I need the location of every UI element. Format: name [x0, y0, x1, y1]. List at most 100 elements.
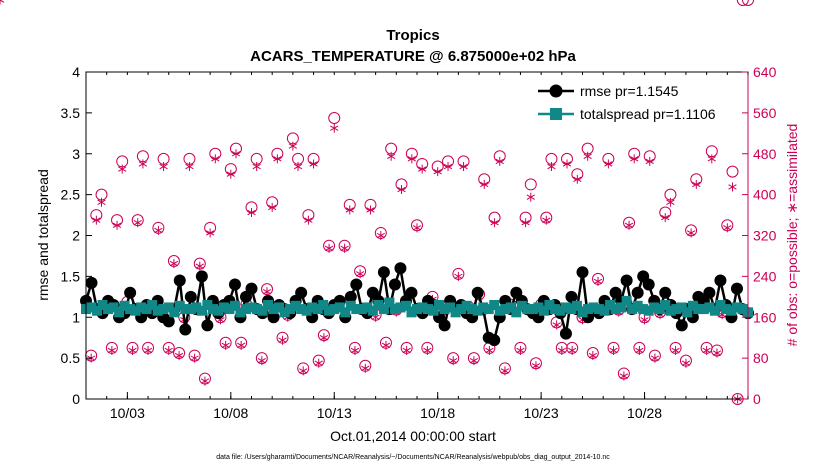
totalspread-point [566, 304, 577, 315]
obs-assimilated-marker [604, 159, 613, 169]
obs-assimilated-marker [304, 215, 313, 225]
obs-assimilated-marker [154, 225, 163, 235]
rmse-point [471, 286, 484, 299]
totalspread-point [191, 302, 202, 313]
totalspread-point [362, 302, 373, 313]
rmse-point [245, 282, 258, 295]
obs-assimilated-marker [521, 218, 530, 228]
y-tick-label: 1 [72, 309, 80, 325]
obs-assimilated-marker [345, 205, 354, 215]
chart-title: Tropics [386, 27, 439, 44]
totalspread-point [643, 305, 654, 316]
totalspread-point [185, 304, 196, 315]
totalspread-point [505, 302, 516, 313]
obs-assimilated-marker [97, 197, 106, 207]
totalspread-point [544, 299, 555, 310]
obs-possible-marker [726, 165, 739, 178]
totalspread-point [571, 300, 582, 311]
obs-assimilated-marker [630, 154, 639, 164]
legend: rmse pr=1.1545 totalspread pr=1.1106 [530, 79, 742, 127]
totalspread-point [406, 307, 417, 318]
totalspread-point [307, 302, 318, 313]
obs-assimilated-marker [443, 162, 453, 172]
obs-assimilated-marker [278, 335, 287, 345]
x-tick-label: 10/13 [317, 405, 352, 421]
obs-assimilated-marker [423, 345, 432, 355]
obs-assimilated-marker [319, 333, 329, 343]
legend-marker-spread [550, 108, 562, 120]
totalspread-point [682, 307, 693, 318]
totalspread-point [649, 302, 660, 313]
totalspread-point [621, 295, 632, 306]
totalspread-point [384, 297, 395, 308]
totalspread-point [715, 299, 726, 310]
totalspread-point [202, 299, 213, 310]
obs-assimilated-marker [500, 366, 510, 376]
y2-tick-label: 560 [753, 105, 777, 121]
obs-assimilated-marker [490, 218, 499, 228]
legend-box [530, 79, 742, 127]
obs-assimilated-marker [174, 351, 184, 361]
totalspread-point [108, 302, 119, 313]
totalspread-point [318, 299, 329, 310]
x-tick-label: 10/18 [420, 405, 455, 421]
totalspread-point [92, 305, 103, 316]
totalspread-point [478, 302, 489, 313]
y2-tick-label: 160 [753, 309, 777, 325]
obs-assimilated-marker [547, 162, 556, 172]
totalspread-point [345, 300, 356, 311]
legend-label-spread: totalspread pr=1.1106 [580, 106, 716, 122]
totalspread-point [709, 305, 720, 316]
obs-assimilated-marker [666, 197, 675, 207]
rmse-point [344, 290, 357, 303]
rmse-point [438, 319, 451, 332]
obs-assimilated-marker [557, 345, 566, 355]
totalspread-point [257, 305, 268, 316]
obs-assimilated-marker [138, 159, 148, 169]
y2-tick-label: 240 [753, 268, 777, 284]
obs-assimilated-marker [531, 361, 541, 371]
obs-assimilated-marker [247, 208, 256, 218]
rmse-point [184, 290, 197, 303]
totalspread-point [356, 304, 367, 315]
obs-assimilated-marker [133, 218, 142, 228]
obs-assimilated-marker [314, 358, 323, 368]
obs-assimilated-marker [128, 345, 137, 355]
totalspread-point [676, 302, 687, 313]
legend-marker-rmse [549, 84, 563, 98]
obs-assimilated-marker [107, 345, 117, 355]
x-tick-label: 10/08 [213, 405, 248, 421]
totalspread-point [450, 307, 461, 318]
totalspread-point [555, 305, 566, 316]
obs-assimilated-marker [169, 259, 179, 269]
y2-tick-label: 80 [753, 350, 769, 366]
obs-assimilated-marker [449, 356, 458, 366]
obs-assimilated-marker [288, 141, 298, 151]
rmse-point [173, 274, 186, 287]
obs-assimilated-marker [692, 179, 701, 189]
totalspread-point [218, 302, 229, 313]
totalspread-point [207, 304, 218, 315]
rmse-point [405, 286, 418, 299]
totalspread-point [158, 304, 169, 315]
rmse-point [350, 278, 363, 291]
obs-possible-marker [328, 111, 341, 124]
totalspread-point [86, 302, 97, 313]
totalspread-point [638, 304, 649, 315]
obs-assimilated-marker [185, 162, 194, 172]
totalspread-point [229, 300, 240, 311]
rmse-point [85, 276, 98, 289]
rmse-point [377, 266, 390, 279]
totalspread-point [169, 307, 180, 318]
obs-assimilated-marker [723, 223, 732, 233]
totalspread-point [213, 305, 224, 316]
x-tick-label: 10/28 [627, 405, 662, 421]
obs-assimilated-marker [624, 220, 634, 230]
obs-assimilated-marker [516, 345, 525, 355]
y-tick-label: 2 [72, 228, 80, 244]
totalspread-point [323, 305, 334, 316]
obs-assimilated-marker [381, 340, 391, 350]
totalspread-point [351, 304, 362, 315]
totalspread-point [301, 305, 312, 316]
totalspread-point [445, 302, 456, 313]
